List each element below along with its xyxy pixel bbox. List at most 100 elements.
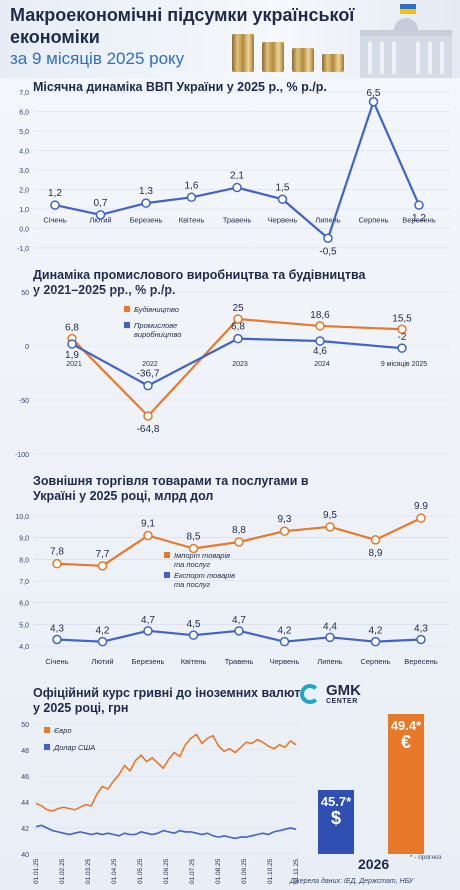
gdp-category-label: Лютий xyxy=(89,216,111,225)
trade-ytick-label: 4,0 xyxy=(19,644,29,651)
euro-icon: € xyxy=(400,732,411,752)
trade-import-data-label: 9.9 xyxy=(414,501,428,512)
trade-ytick-label: 6,0 xyxy=(19,601,29,608)
industry-construction-point xyxy=(143,411,153,421)
fx-chart: 40 42 44 46 48 50 01.01.25 01.02.25 01.03.25 01.0… xyxy=(21,722,300,884)
industry-ytick-label: 50 xyxy=(21,290,29,297)
gdp-data-label: 1,3 xyxy=(139,186,153,197)
gdp-data-label: 1,5 xyxy=(276,182,290,193)
industry-category-label: 2023 xyxy=(232,361,248,368)
gdp-point xyxy=(323,233,333,243)
fx-euro-line xyxy=(35,733,297,812)
trade-category-label: Березень xyxy=(132,657,165,666)
trade-export-point xyxy=(97,636,108,647)
gdp-point xyxy=(141,198,151,208)
gdp-data-label: 2,1 xyxy=(230,171,244,182)
trade-category-label: Липень xyxy=(317,657,342,666)
trade-ytick-label: 7,0 xyxy=(19,579,29,586)
trade-import-point xyxy=(188,543,199,554)
trade-import-data-label: 8,9 xyxy=(369,548,383,559)
trade-export-data-label: 4,2 xyxy=(96,626,110,637)
forecast-year: 2026 xyxy=(358,856,390,872)
gdp-point xyxy=(277,194,288,204)
trade-section: Зовнішня торгівля товарами та послугами … xyxy=(0,464,460,676)
gdp-data-label: 1,2 xyxy=(48,188,62,199)
gdp-ytick-label: 7,0 xyxy=(19,90,29,97)
fx-xtick-label: 01.08.25 xyxy=(215,858,222,884)
gdp-category-label: Квітень xyxy=(179,216,205,225)
trade-import-data-label: 7,8 xyxy=(50,547,64,558)
industry-ytick-label: 0 xyxy=(25,344,29,351)
gdp-chart: -1,0 0,0 1,0 2,0 3,0 4,0 5,0 6,0 7,0 Січень Лютий Б… xyxy=(17,88,450,257)
gdp-ytick-label: 6,0 xyxy=(19,110,29,117)
trade-import-data-label: 9,1 xyxy=(141,519,155,530)
fx-ytick-label: 48 xyxy=(21,748,29,755)
fx-xtick-label: 01.02.25 xyxy=(59,858,66,884)
logo-name: GMK xyxy=(326,682,361,699)
gdp-point xyxy=(368,97,379,107)
gdp-category-label: Вересень xyxy=(402,216,436,225)
fx-xtick-label: 01.01.25 xyxy=(33,858,40,884)
trade-import-point xyxy=(325,522,335,532)
industry-production-point xyxy=(67,339,77,349)
gdp-data-label: 1,2 xyxy=(412,213,426,224)
fx-xtick-label: 01.09.25 xyxy=(241,858,248,884)
industry-category-label: 2022 xyxy=(142,361,158,368)
legend-production-swatch xyxy=(124,322,130,328)
trade-category-label: Червень xyxy=(270,657,300,666)
trade-export-point xyxy=(370,636,381,647)
trade-ytick-label: 9,0 xyxy=(19,536,29,543)
legend-usd-label: Долар США xyxy=(53,743,95,752)
trade-import-data-label: 9,3 xyxy=(278,514,292,525)
trade-export-point xyxy=(52,634,62,645)
fx-xtick-label: 01.05.25 xyxy=(137,858,144,884)
gdp-point xyxy=(414,200,424,210)
trade-import-point xyxy=(234,537,244,547)
trade-export-data-label: 4,2 xyxy=(278,626,292,637)
legend-usd-swatch xyxy=(44,744,50,750)
legend-euro-label: Євро xyxy=(54,726,72,735)
usd-forecast-bar: 45.7* $ xyxy=(318,790,354,854)
gdp-point xyxy=(232,182,242,193)
fx-chart-title: Офіційний курс гривні до іноземних валют… xyxy=(33,686,301,715)
trade-export-data-label: 4,7 xyxy=(141,615,155,626)
industry-ytick-label: -50 xyxy=(19,398,29,405)
trade-chart-title: Зовнішня торгівля товарами та послугами … xyxy=(33,474,309,503)
gdp-category-label: Червень xyxy=(268,216,298,225)
trade-import-data-label: 9,5 xyxy=(323,510,337,521)
gdp-point xyxy=(95,210,106,220)
trade-import-point xyxy=(279,526,290,536)
gdp-point xyxy=(186,192,197,203)
fx-ytick-label: 50 xyxy=(21,722,29,729)
gmk-logo-icon xyxy=(300,684,320,704)
trade-export-point xyxy=(325,632,335,643)
fx-usd-line xyxy=(35,824,297,840)
trade-category-label: Лютий xyxy=(91,657,113,666)
gdp-ytick-label: 2,0 xyxy=(19,188,29,195)
header: Макроекономічні підсумки української еко… xyxy=(0,0,460,78)
industry-category-label: 2024 xyxy=(314,361,330,368)
fx-xtick-label: 01.10.25 xyxy=(267,858,274,884)
fx-ytick-label: 42 xyxy=(21,826,29,833)
trade-category-label: Квітень xyxy=(181,657,207,666)
dollar-icon: $ xyxy=(330,808,341,828)
trade-category-label: Серпень xyxy=(360,657,390,666)
trade-category-label: Вересень xyxy=(404,657,438,666)
industry-construction-data-label: 25 xyxy=(232,303,244,314)
trade-export-data-label: 4,2 xyxy=(369,626,383,637)
page-title: Макроекономічні підсумки української еко… xyxy=(10,5,355,47)
gdp-section: Місячна динаміка ВВП України у 2025 р., … xyxy=(0,78,460,264)
trade-export-point xyxy=(234,626,244,636)
gdp-ytick-label: 4,0 xyxy=(19,149,29,156)
fx-xtick-label: 01.07.25 xyxy=(189,858,196,884)
industry-production-data-label: -36,7 xyxy=(137,369,160,380)
industry-construction-point xyxy=(397,324,407,335)
trade-import-point xyxy=(52,558,62,569)
legend-construction-label: Будівництво xyxy=(134,305,179,314)
legend-import-label: Імпорт товарів та послуг xyxy=(174,551,230,569)
fx-xtick-label: 01.04.25 xyxy=(111,858,118,884)
gdp-ytick-label: 0,0 xyxy=(19,227,29,234)
gdp-category-label: Січень xyxy=(43,216,66,225)
gdp-point xyxy=(50,200,60,210)
